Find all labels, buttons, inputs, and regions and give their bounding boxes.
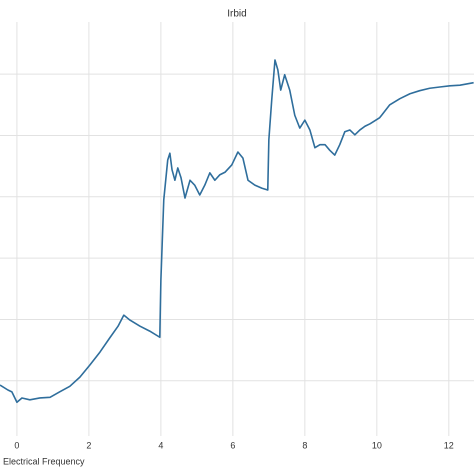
chart-title: Irbid [227, 9, 246, 20]
data-line [0, 59, 474, 404]
x-tick-label: 10 [372, 440, 382, 450]
x-axis-label: Electrical Frequency [3, 456, 85, 466]
x-tick-label: 4 [158, 440, 163, 450]
x-tick-label: 6 [230, 440, 235, 450]
x-tick-label: 8 [302, 440, 307, 450]
x-tick-label: 0 [14, 440, 19, 450]
x-tick-label: 2 [86, 440, 91, 450]
x-tick-label: 12 [444, 440, 454, 450]
